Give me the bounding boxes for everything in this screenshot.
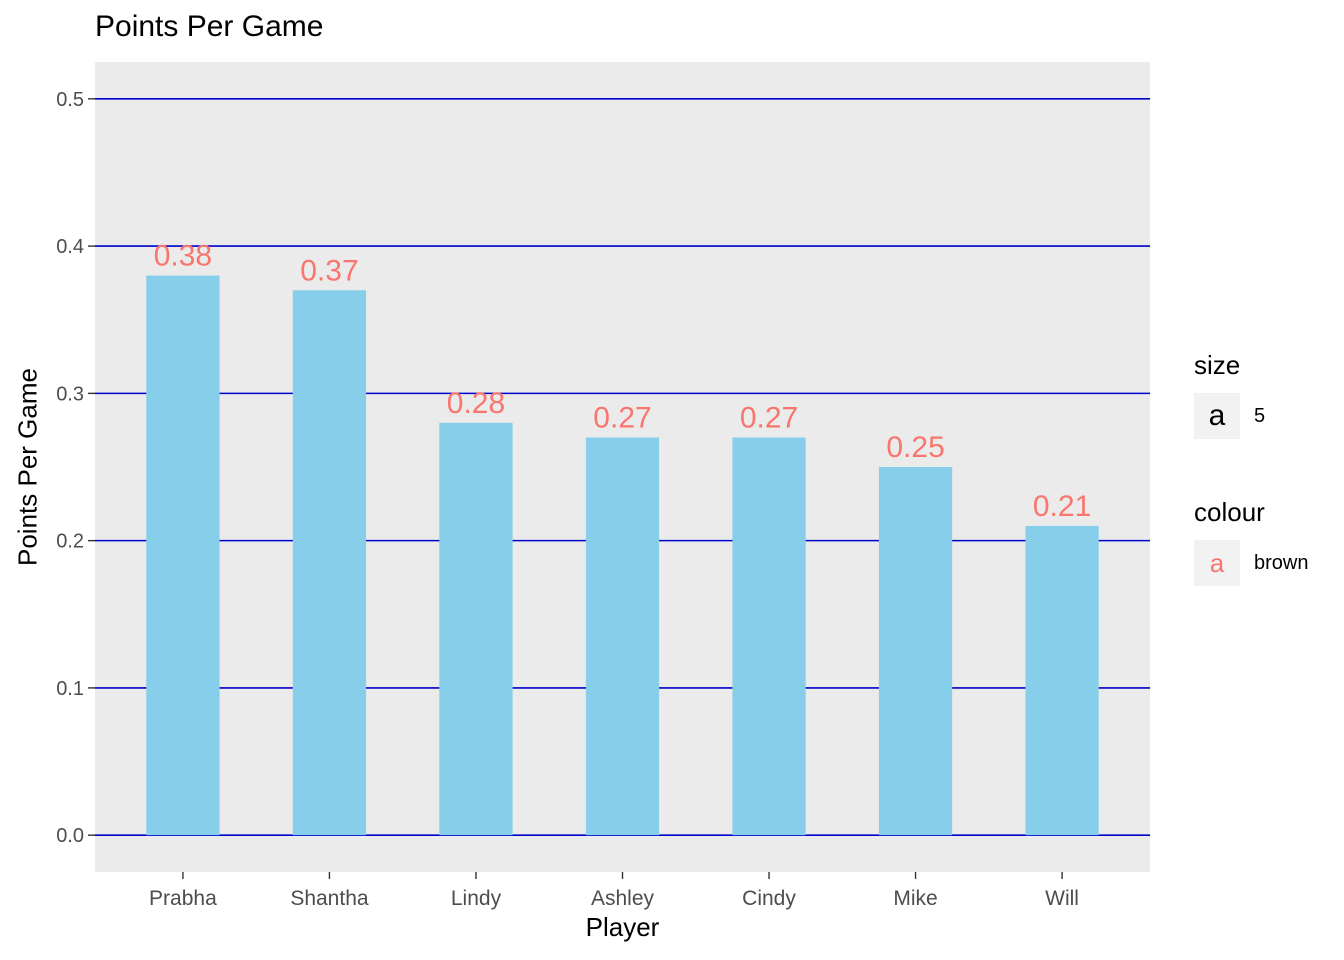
x-tick-label: Will xyxy=(1045,887,1079,910)
y-tick-label: 0.1 xyxy=(56,678,84,700)
data-labels: 0.38 0.37 0.28 0.27 0.27 0.25 0.21 xyxy=(154,240,1092,523)
x-tick-label: Mike xyxy=(893,887,937,910)
x-tick-label: Prabha xyxy=(149,887,217,910)
bar xyxy=(146,275,220,836)
bar xyxy=(439,422,513,836)
bar xyxy=(732,437,806,836)
data-label: 0.25 xyxy=(886,431,944,464)
data-label: 0.27 xyxy=(593,402,651,435)
legend-size-key-glyph: a xyxy=(1208,399,1226,432)
chart-title: Points Per Game xyxy=(95,10,324,43)
y-tick-label: 0.5 xyxy=(56,89,84,111)
data-label: 0.27 xyxy=(740,402,798,435)
bar xyxy=(1025,525,1099,836)
bar xyxy=(292,290,367,836)
bars xyxy=(146,275,1099,836)
legend-size-key: a xyxy=(1194,393,1240,439)
legend-colour-title: colour xyxy=(1194,497,1265,527)
x-axis-label: Player xyxy=(585,912,660,942)
x-tick-label: Ashley xyxy=(591,887,655,910)
bar xyxy=(878,467,953,836)
y-tick-label: 0.2 xyxy=(56,531,84,553)
data-label: 0.21 xyxy=(1033,490,1091,523)
legend-size-title: size xyxy=(1194,350,1241,380)
y-axis-label: Points Per Game xyxy=(12,368,43,566)
x-tick-label: Shantha xyxy=(290,887,369,910)
legend-colour-key-glyph: a xyxy=(1209,547,1225,578)
bar xyxy=(585,437,660,836)
legend-size-label: 5 xyxy=(1254,405,1266,427)
y-tick-label: 0.4 xyxy=(56,236,84,258)
data-label: 0.38 xyxy=(154,240,212,273)
legend-colour-key: a xyxy=(1194,540,1240,586)
y-tick-label: 0.3 xyxy=(56,383,84,405)
x-tick-label: Cindy xyxy=(742,887,796,910)
y-axis: 0.0 0.1 0.2 0.3 0.4 0.5 xyxy=(56,89,95,847)
data-label: 0.37 xyxy=(300,254,358,287)
data-label: 0.28 xyxy=(447,387,505,420)
legend-colour-label: brown xyxy=(1254,552,1309,574)
x-tick-label: Lindy xyxy=(451,887,502,910)
x-axis: Prabha Shantha Lindy Ashley Cindy Mike Will xyxy=(149,872,1079,910)
y-tick-label: 0.0 xyxy=(56,825,84,847)
